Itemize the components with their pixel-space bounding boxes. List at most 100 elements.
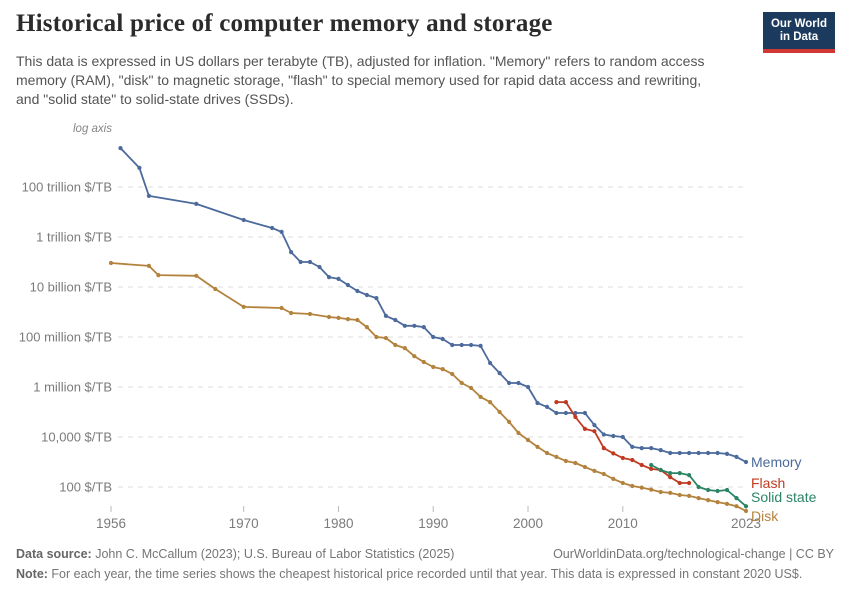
data-point-disk[interactable] — [601, 471, 606, 477]
data-point-disk[interactable] — [611, 476, 616, 481]
data-point-memory[interactable] — [118, 146, 123, 151]
data-point-flash[interactable] — [687, 480, 692, 486]
data-point-disk[interactable] — [544, 450, 550, 456]
data-point-disk[interactable] — [497, 409, 502, 415]
data-point-flash[interactable] — [573, 414, 578, 420]
data-point-disk[interactable] — [563, 458, 569, 464]
data-point-memory[interactable] — [592, 423, 597, 428]
data-point-disk[interactable] — [677, 492, 682, 498]
data-point-disk[interactable] — [156, 273, 161, 278]
data-point-disk[interactable] — [412, 354, 417, 359]
data-point-memory[interactable] — [421, 325, 426, 330]
data-point-memory[interactable] — [336, 276, 341, 281]
data-point-disk[interactable] — [478, 394, 483, 399]
data-point-disk[interactable] — [630, 483, 635, 489]
data-point-memory[interactable] — [554, 410, 559, 416]
data-point-disk[interactable] — [374, 334, 379, 340]
data-point-memory[interactable] — [279, 229, 284, 234]
data-point-memory[interactable] — [535, 400, 540, 406]
data-point-flash[interactable] — [649, 466, 654, 471]
data-point-disk[interactable] — [213, 286, 218, 292]
data-point-solid-state[interactable] — [724, 487, 730, 493]
series-line-memory[interactable] — [119, 147, 747, 463]
data-point-disk[interactable] — [696, 496, 701, 501]
data-point-memory[interactable] — [146, 193, 151, 198]
data-point-solid-state[interactable] — [715, 488, 720, 494]
data-point-memory[interactable] — [478, 343, 483, 348]
data-point-disk[interactable] — [383, 335, 388, 341]
data-point-disk[interactable] — [279, 305, 284, 311]
data-point-flash[interactable] — [639, 462, 644, 468]
data-point-memory[interactable] — [724, 451, 730, 456]
data-point-flash[interactable] — [668, 475, 673, 480]
data-point-solid-state[interactable] — [696, 484, 701, 490]
data-point-memory[interactable] — [270, 225, 275, 231]
data-point-memory[interactable] — [497, 371, 502, 376]
data-point-memory[interactable] — [630, 444, 635, 449]
data-point-solid-state[interactable] — [677, 471, 682, 476]
data-point-flash[interactable] — [677, 480, 682, 486]
data-point-disk[interactable] — [687, 493, 692, 498]
data-point-solid-state[interactable] — [658, 467, 663, 473]
data-point-disk[interactable] — [592, 468, 597, 473]
data-point-disk[interactable] — [573, 460, 578, 466]
data-point-solid-state[interactable] — [687, 473, 692, 478]
data-point-disk[interactable] — [459, 380, 464, 386]
data-point-disk[interactable] — [393, 342, 398, 348]
data-point-disk[interactable] — [516, 430, 521, 436]
data-point-memory[interactable] — [298, 259, 303, 265]
data-point-disk[interactable] — [364, 325, 369, 330]
data-point-disk[interactable] — [336, 315, 341, 320]
data-point-flash[interactable] — [582, 426, 588, 431]
data-point-memory[interactable] — [734, 454, 739, 459]
data-point-disk[interactable] — [488, 400, 493, 405]
data-point-memory[interactable] — [402, 323, 407, 328]
data-point-disk[interactable] — [706, 498, 711, 503]
data-point-solid-state[interactable] — [706, 487, 711, 493]
data-point-memory[interactable] — [355, 288, 360, 294]
data-point-disk[interactable] — [668, 490, 673, 495]
data-point-disk[interactable] — [525, 437, 531, 443]
data-point-flash[interactable] — [630, 457, 635, 463]
data-point-memory[interactable] — [431, 334, 436, 340]
data-point-disk[interactable] — [345, 317, 350, 322]
data-point-memory[interactable] — [488, 360, 493, 366]
data-point-memory[interactable] — [649, 446, 654, 451]
data-point-disk[interactable] — [639, 485, 644, 490]
data-point-memory[interactable] — [317, 264, 322, 270]
data-point-disk[interactable] — [431, 364, 436, 370]
data-point-solid-state[interactable] — [743, 504, 749, 509]
data-point-memory[interactable] — [620, 434, 625, 440]
data-point-memory[interactable] — [383, 313, 388, 318]
data-point-memory[interactable] — [658, 448, 663, 453]
data-point-disk[interactable] — [658, 489, 663, 495]
data-point-memory[interactable] — [137, 165, 142, 170]
data-point-memory[interactable] — [601, 432, 606, 437]
data-point-memory[interactable] — [544, 404, 550, 409]
data-point-disk[interactable] — [194, 273, 199, 278]
data-point-solid-state[interactable] — [734, 496, 739, 501]
data-point-disk[interactable] — [108, 260, 114, 266]
data-point-memory[interactable] — [611, 433, 616, 439]
data-point-disk[interactable] — [146, 263, 151, 268]
data-point-memory[interactable] — [450, 342, 455, 348]
data-point-disk[interactable] — [734, 504, 739, 509]
data-point-flash[interactable] — [611, 451, 616, 456]
data-point-memory[interactable] — [241, 217, 246, 223]
attribution-link[interactable]: OurWorldinData.org/technological-change … — [553, 547, 834, 561]
series-end-label-solid-state[interactable]: Solid state — [751, 489, 817, 505]
data-point-memory[interactable] — [516, 380, 521, 386]
data-point-disk[interactable] — [535, 444, 540, 449]
data-point-flash[interactable] — [592, 429, 597, 434]
data-point-disk[interactable] — [402, 346, 407, 351]
data-point-disk[interactable] — [421, 359, 426, 365]
data-point-flash[interactable] — [620, 455, 625, 461]
data-point-solid-state[interactable] — [649, 462, 654, 468]
data-point-disk[interactable] — [307, 311, 313, 317]
data-point-disk[interactable] — [507, 419, 512, 424]
data-point-disk[interactable] — [715, 500, 720, 505]
data-point-disk[interactable] — [440, 367, 445, 372]
data-point-memory[interactable] — [459, 342, 464, 348]
data-point-memory[interactable] — [639, 446, 644, 451]
data-point-disk[interactable] — [724, 501, 730, 506]
